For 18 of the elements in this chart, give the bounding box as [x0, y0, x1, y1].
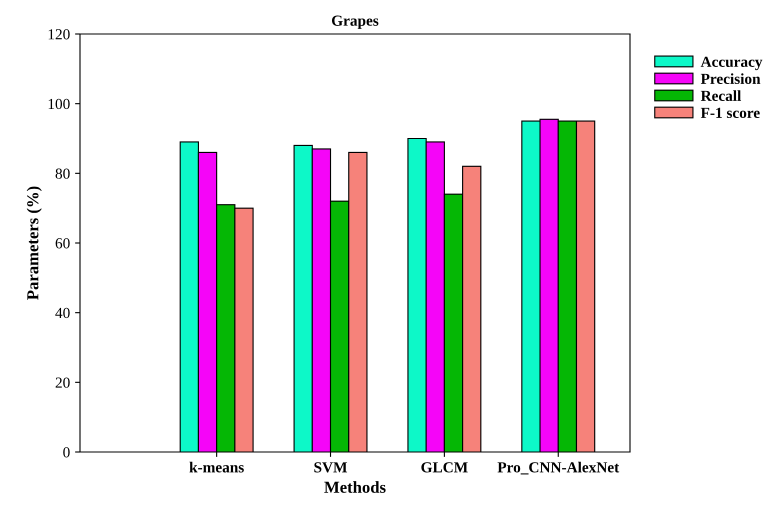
x-tick-label: k-means	[189, 462, 244, 472]
legend-label: Recall	[700, 90, 742, 102]
y-tick-label: 80	[56, 168, 70, 179]
y-tick-label: 60	[56, 238, 70, 248]
legend-label: F-1 score	[700, 108, 760, 118]
x-tick-label: SVM	[314, 462, 348, 473]
y-axis-title: Parameters (%)	[26, 186, 42, 300]
legend-label: Accuracy	[700, 56, 762, 70]
y-tick-label: 40	[55, 308, 70, 318]
y-tick-label: 0	[63, 447, 70, 458]
y-tick-label: 20	[56, 377, 70, 388]
chart-title: Grapes	[332, 16, 378, 29]
x-tick-label: Pro_CNN-AlexNet	[498, 462, 620, 474]
x-axis-title: Methods	[324, 481, 386, 493]
y-tick-label: 100	[48, 98, 70, 110]
legend-label: Precision	[700, 73, 760, 84]
y-tick-label: 120	[48, 29, 70, 40]
x-tick-label: GLCM	[421, 462, 468, 472]
